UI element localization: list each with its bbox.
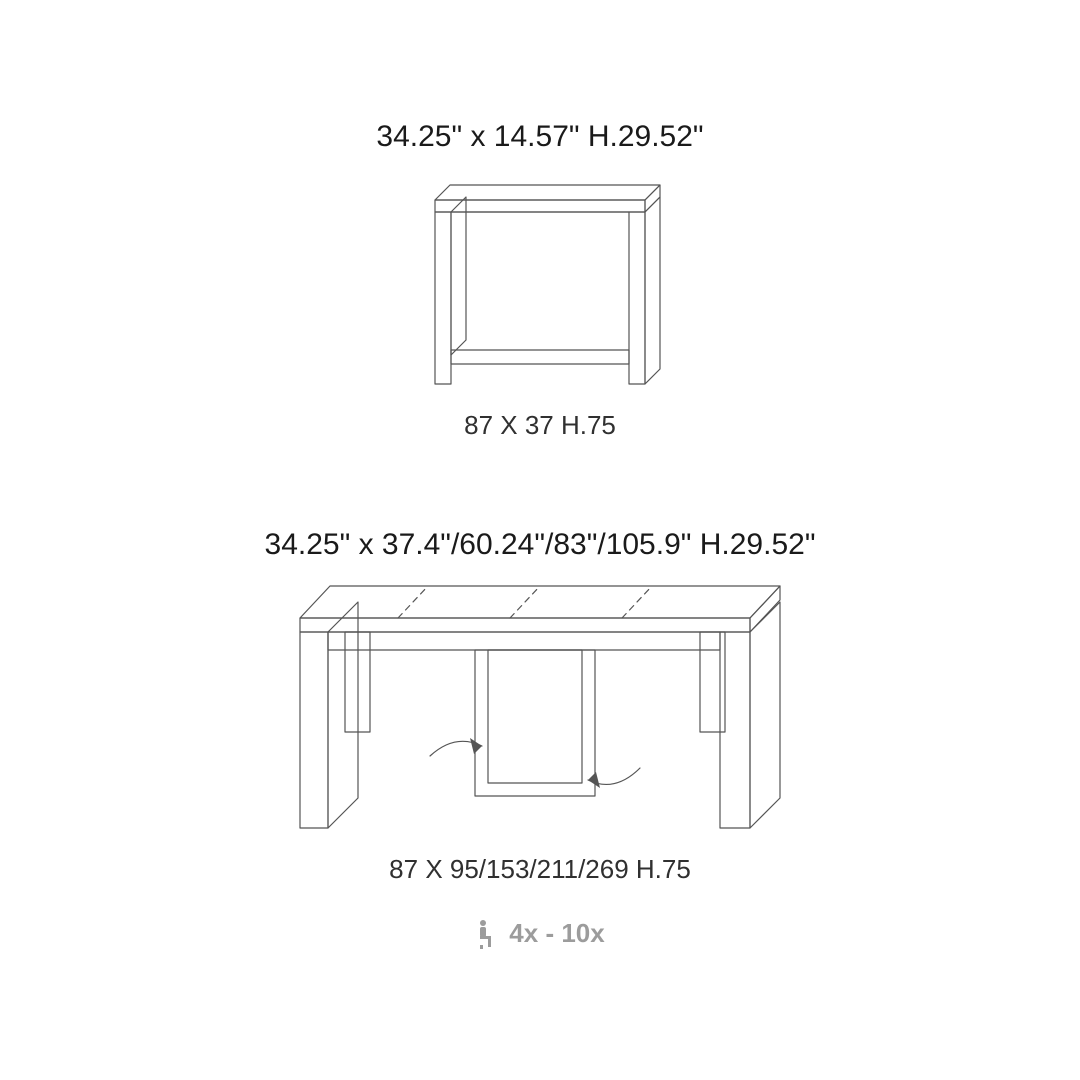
compact-dimensions-metric: 87 X 37 H.75 [0, 410, 1080, 441]
person-seated-icon [475, 919, 495, 949]
extended-dimensions-metric: 87 X 95/153/211/269 H.75 [0, 854, 1080, 885]
compact-table-svg [410, 180, 670, 390]
extended-dimensions-imperial: 34.25" x 37.4"/60.24"/83"/105.9" H.29.52… [0, 528, 1080, 562]
extended-table-drawing [0, 578, 1080, 838]
extended-table-svg [280, 578, 800, 838]
compact-table-drawing [0, 180, 1080, 390]
seating-capacity: 4x - 10x [0, 918, 1080, 954]
dimensions-diagram: 34.25" x 14.57" H.29.52" [0, 0, 1080, 1080]
seating-capacity-label: 4x - 10x [509, 918, 604, 949]
compact-dimensions-imperial: 34.25" x 14.57" H.29.52" [0, 120, 1080, 154]
